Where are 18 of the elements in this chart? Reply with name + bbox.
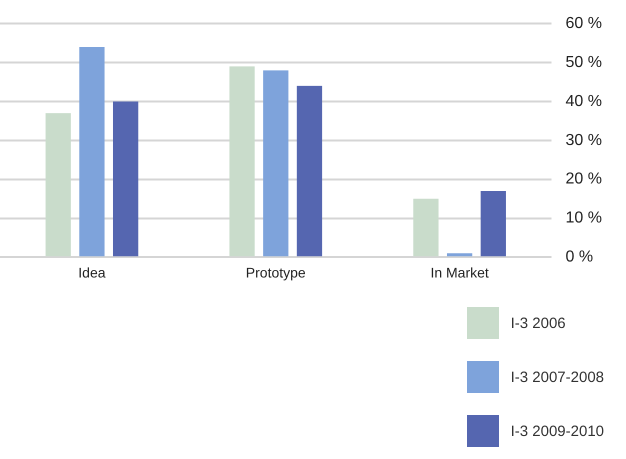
legend-label: I-3 2009-2010 (510, 422, 604, 440)
y-tick-label: 30 % (566, 132, 602, 149)
y-tick-label: 40 % (566, 92, 602, 110)
x-tick-label: Idea (78, 264, 106, 280)
y-tick-label: 20 % (566, 170, 602, 188)
y-tick-label: 10 % (566, 210, 602, 227)
bar (79, 46, 105, 256)
legend-label: I-3 2006 (510, 314, 566, 332)
x-tick-label: In Market (430, 264, 489, 280)
x-tick-label: Prototype (246, 264, 306, 280)
y-tick-label: 50 % (566, 54, 602, 71)
bar (112, 101, 138, 256)
bar (263, 70, 288, 256)
bar (296, 86, 322, 256)
bar (480, 191, 506, 256)
legend-label: I-3 2007-2008 (510, 368, 604, 386)
y-tick-label: 60 % (566, 15, 602, 32)
y-tick-label: 0 % (566, 248, 594, 266)
